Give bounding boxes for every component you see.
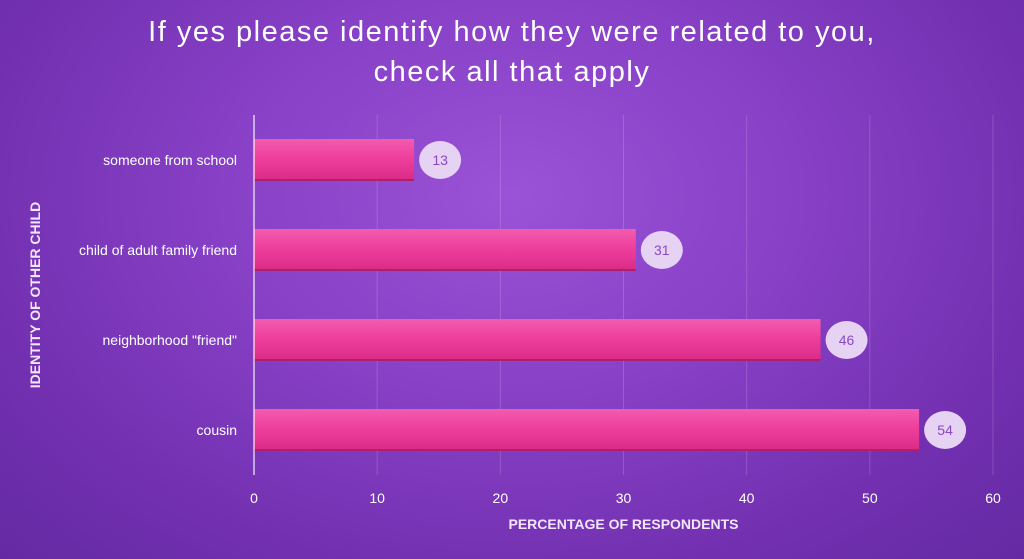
axis-text: 0 10 20 30 40 50 60 someone from school child of… bbox=[27, 152, 1001, 532]
bar-shadow-3 bbox=[254, 449, 920, 451]
bar-0 bbox=[254, 139, 415, 181]
bar-shadow-0 bbox=[254, 179, 415, 181]
x-tick-label-30: 30 bbox=[616, 490, 632, 506]
bars bbox=[254, 139, 920, 451]
data-label-1: 31 bbox=[654, 242, 670, 258]
bar-1 bbox=[254, 229, 636, 271]
data-label-bubble-3 bbox=[924, 411, 967, 449]
bar-shadow-1 bbox=[254, 269, 636, 271]
data-labels: 13 31 46 54 bbox=[419, 141, 967, 449]
category-label-3: cousin bbox=[197, 422, 237, 438]
y-axis-title: IDENTITY OF OTHER CHILD bbox=[27, 202, 43, 388]
x-tick-label-40: 40 bbox=[739, 490, 755, 506]
chart-title-line-1: If yes please identify how they were rel… bbox=[148, 16, 876, 48]
bar-3 bbox=[254, 409, 920, 451]
bar-2 bbox=[254, 319, 821, 361]
data-label-bubble-1 bbox=[640, 231, 683, 269]
x-tick-label-10: 10 bbox=[369, 490, 385, 506]
bar-shadow-2 bbox=[254, 359, 821, 361]
x-tick-label-20: 20 bbox=[493, 490, 509, 506]
x-axis-title: PERCENTAGE OF RESPONDENTS bbox=[509, 516, 739, 532]
category-label-0: someone from school bbox=[103, 152, 237, 168]
category-label-2: neighborhood "friend" bbox=[103, 332, 238, 348]
data-label-bubble-0 bbox=[419, 141, 462, 179]
x-tick-label-60: 60 bbox=[985, 490, 1001, 506]
x-tick-label-0: 0 bbox=[250, 490, 258, 506]
data-label-0: 13 bbox=[432, 152, 448, 168]
x-tick-label-50: 50 bbox=[862, 490, 878, 506]
data-label-3: 54 bbox=[937, 422, 953, 438]
category-label-1: child of adult family friend bbox=[79, 242, 237, 258]
data-label-bubble-2 bbox=[825, 321, 868, 359]
data-label-2: 46 bbox=[839, 332, 855, 348]
chart-title-line-2: check all that apply bbox=[373, 56, 651, 88]
